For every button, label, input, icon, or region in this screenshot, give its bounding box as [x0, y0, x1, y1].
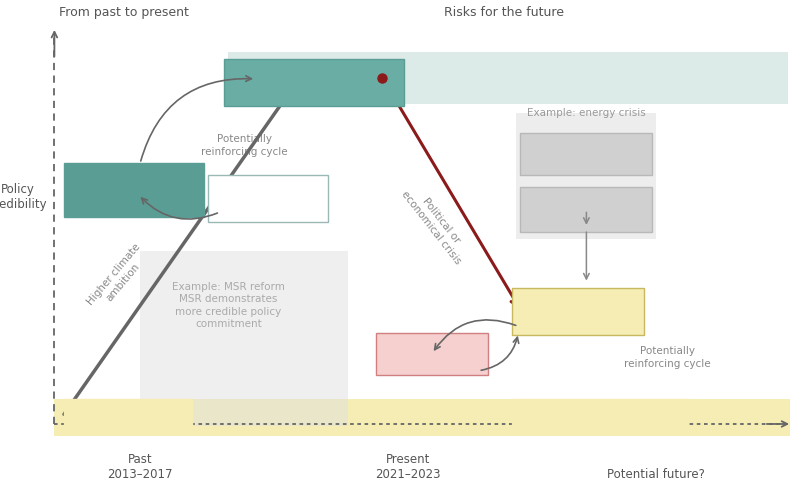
- Text: Potentially
reinforcing cycle: Potentially reinforcing cycle: [201, 134, 287, 157]
- Text: Potentially
reinforcing cycle: Potentially reinforcing cycle: [624, 346, 710, 369]
- FancyBboxPatch shape: [520, 133, 652, 175]
- FancyBboxPatch shape: [512, 399, 688, 434]
- FancyBboxPatch shape: [512, 288, 644, 335]
- Bar: [54, 399, 790, 436]
- Text: Low carbon prices: Low carbon prices: [74, 410, 182, 423]
- Text: Present
2021–2023: Present 2021–2023: [375, 453, 441, 481]
- FancyBboxPatch shape: [64, 399, 192, 434]
- FancyBboxPatch shape: [376, 333, 488, 375]
- Text: Political or
economical crisis: Political or economical crisis: [399, 182, 473, 267]
- FancyBboxPatch shape: [208, 175, 328, 222]
- Text: Higher climate
ambition: Higher climate ambition: [85, 242, 152, 315]
- Text: Lower policy
credibility: Lower policy credibility: [395, 339, 469, 368]
- Text: Actors
extend foresight: Actors extend foresight: [75, 176, 193, 204]
- FancyBboxPatch shape: [224, 59, 404, 106]
- Text: Past
2013–2017: Past 2013–2017: [107, 453, 173, 481]
- Text: From past to present: From past to present: [59, 6, 189, 19]
- Text: Energy prices
increase: Energy prices increase: [548, 143, 624, 165]
- Text: Example: MSR reform
MSR demonstrates
more credible policy
commitment: Example: MSR reform MSR demonstrates mor…: [172, 282, 285, 329]
- Text: High carbon prices: High carbon prices: [251, 76, 377, 89]
- Text: Low carbon prices: Low carbon prices: [546, 410, 654, 423]
- FancyBboxPatch shape: [520, 187, 652, 232]
- Text: Risks for the future: Risks for the future: [444, 6, 564, 19]
- Text: Actors experience
liquidity problems: Actors experience liquidity problems: [536, 198, 636, 221]
- Text: Higher policy
credibility: Higher policy credibility: [229, 184, 307, 213]
- Bar: [228, 52, 788, 104]
- Text: Potential future?: Potential future?: [607, 468, 705, 481]
- Text: Actors become
more myopic: Actors become more myopic: [534, 297, 622, 326]
- Text: Example: energy crisis: Example: energy crisis: [527, 108, 646, 118]
- Polygon shape: [140, 251, 348, 426]
- FancyBboxPatch shape: [64, 163, 204, 217]
- Text: Policy
credibility: Policy credibility: [0, 183, 47, 211]
- Bar: [516, 113, 656, 239]
